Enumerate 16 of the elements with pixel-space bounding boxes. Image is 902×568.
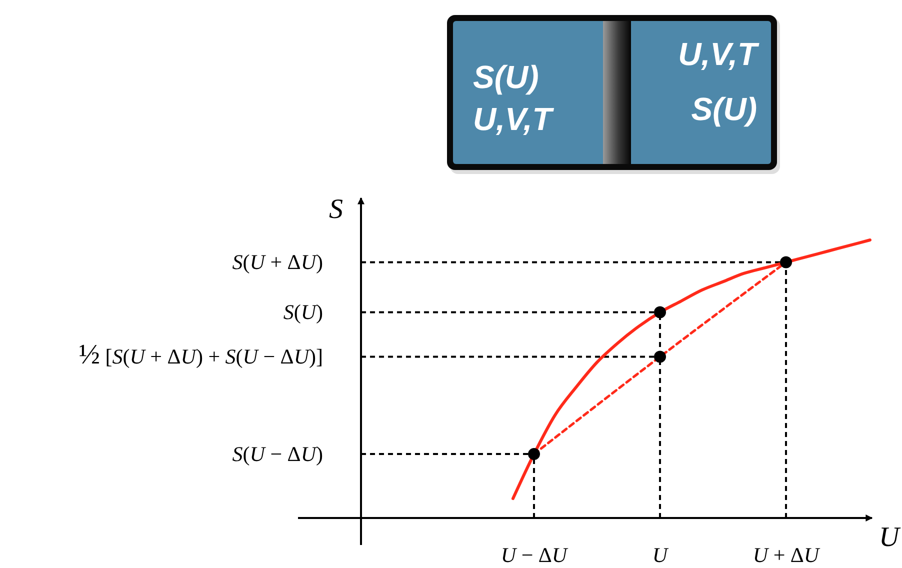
text: U,V,T [678, 36, 760, 72]
x-tick-label: U [652, 543, 670, 567]
ref-line-label: S(U + ΔU) [232, 250, 323, 274]
x-tick-label: U − ΔU [500, 543, 569, 567]
text: S(U) [473, 59, 539, 95]
y-axis-title: S [329, 194, 343, 225]
ref-line-label: S(U − ΔU) [232, 442, 323, 466]
x-tick-label: U + ΔU [752, 543, 821, 567]
point [654, 306, 666, 318]
point [528, 448, 540, 460]
point [654, 350, 666, 363]
ref-line-label: S(U) [283, 300, 323, 324]
text: U,V,T [473, 101, 554, 137]
point [780, 256, 792, 268]
text: ½ [S(U + ΔU) + S(U − ΔU)] [78, 340, 323, 371]
text: S(U) [691, 91, 757, 127]
